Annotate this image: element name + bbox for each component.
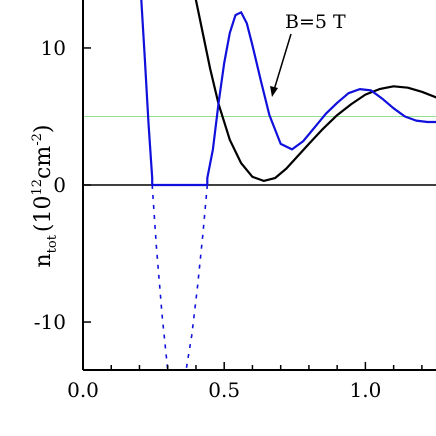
- y-axis-label-mid: cm: [31, 146, 56, 179]
- y-tick-label: -10: [34, 310, 66, 334]
- y-axis-label-sup: 12: [30, 179, 45, 196]
- series-line-0: [194, 0, 436, 182]
- svg-text:ntot(1012cm-2): ntot (1012cm-2): [30, 124, 60, 267]
- ticks: 0.0 0.5 1.0 10 0 -10: [34, 36, 423, 402]
- annotation-arrow-shaft: [273, 33, 292, 91]
- y-tick-label: 10: [41, 36, 66, 60]
- y-tick-label: 0: [53, 173, 66, 197]
- y-axis-label-unit-sup: -2: [30, 133, 45, 146]
- y-axis-label-close: ): [31, 124, 56, 133]
- y-axis-label-sub: tot: [45, 234, 60, 253]
- plot-area: [83, 0, 436, 370]
- x-tick-label: 1.0: [349, 378, 381, 402]
- x-tick-label: 0.5: [208, 378, 240, 402]
- y-axis-label-open: (10: [31, 195, 56, 232]
- y-axis-label: ntot (1012cm-2): [30, 124, 60, 267]
- y-axis-label-base: n: [31, 253, 56, 267]
- x-tick-label: 0.0: [67, 378, 99, 402]
- series-line-3: [185, 184, 209, 370]
- annotation-label: B=5 T: [285, 11, 346, 33]
- series-line-2: [151, 184, 169, 370]
- series-line-1: [140, 0, 436, 187]
- annotation-arrow-head: [270, 86, 278, 97]
